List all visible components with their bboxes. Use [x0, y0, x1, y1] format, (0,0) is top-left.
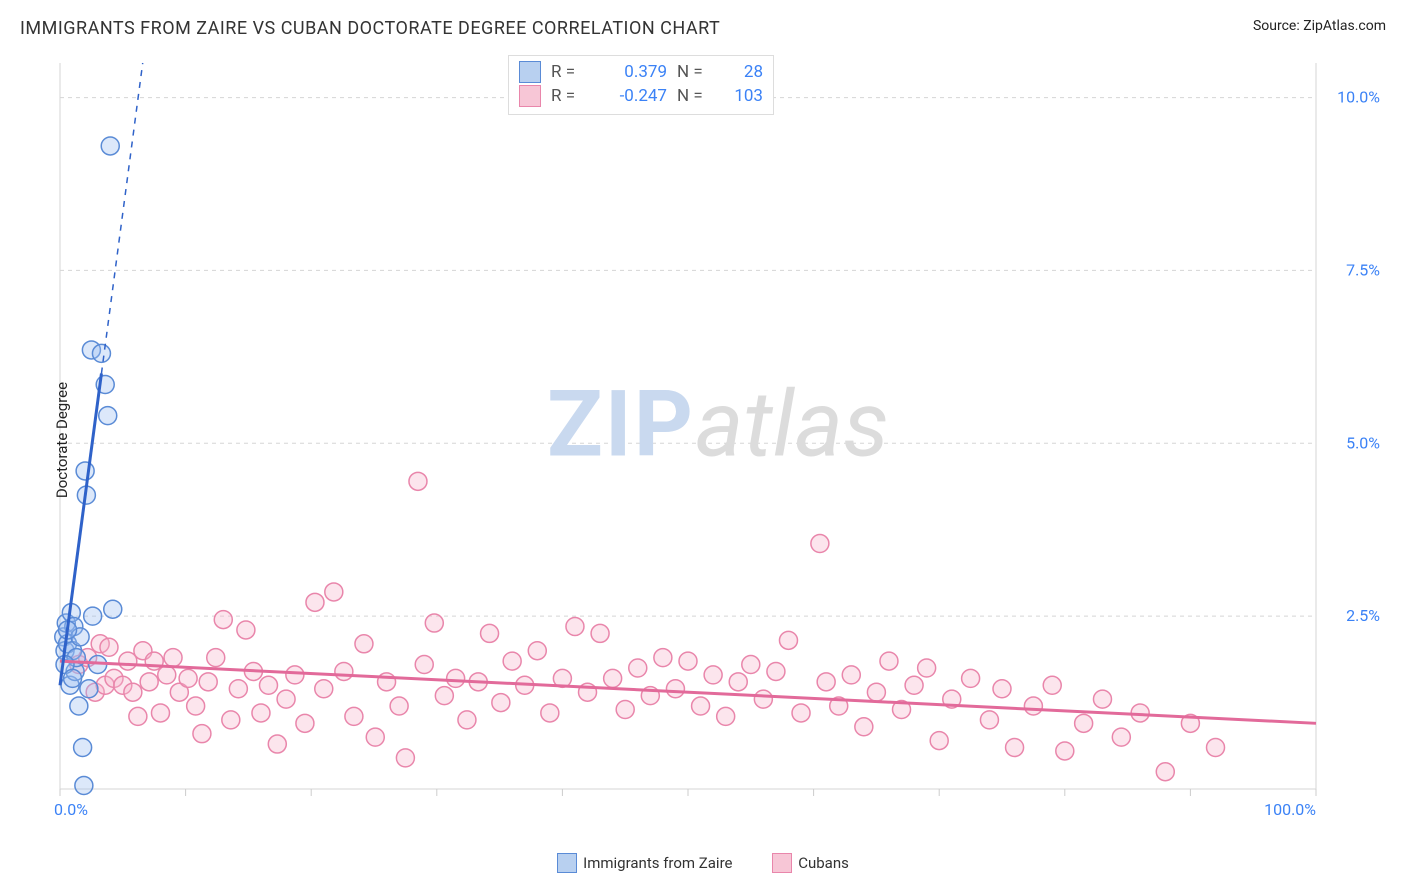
svg-text:7.5%: 7.5% — [1346, 260, 1380, 279]
swatch-zaire-bottom — [557, 853, 577, 873]
legend-label-zaire: Immigrants from Zaire — [583, 854, 732, 872]
n-label: N = — [677, 60, 713, 84]
swatch-cubans-bottom — [772, 853, 792, 873]
correlation-legend: R = 0.379 N = 28 R = -0.247 N = 103 — [508, 55, 774, 115]
chart-canvas: 2.5% 5.0% 7.5% 10.0% 0.0% 100.0% — [50, 55, 1386, 825]
legend-row-cubans: R = -0.247 N = 103 — [519, 84, 763, 108]
r-label: R = — [551, 60, 587, 84]
n-value-zaire: 28 — [723, 60, 763, 84]
series-legend: Immigrants from Zaire Cubans — [0, 854, 1406, 874]
legend-row-zaire: R = 0.379 N = 28 — [519, 60, 763, 84]
svg-text:0.0%: 0.0% — [54, 800, 88, 819]
svg-text:2.5%: 2.5% — [1346, 606, 1380, 625]
svg-text:5.0%: 5.0% — [1346, 433, 1380, 452]
r-value-zaire: 0.379 — [597, 60, 667, 84]
source-attribution: Source: ZipAtlas.com — [1253, 18, 1386, 34]
y-axis-label: Doctorate Degree — [53, 382, 71, 498]
r-value-cubans: -0.247 — [597, 84, 667, 108]
svg-text:100.0%: 100.0% — [1264, 800, 1316, 819]
swatch-cubans — [519, 85, 541, 107]
legend-label-cubans: Cubans — [798, 854, 849, 872]
legend-item-cubans: Cubans — [772, 854, 849, 872]
svg-text:10.0%: 10.0% — [1337, 88, 1380, 107]
r-label: R = — [551, 84, 587, 108]
legend-item-zaire: Immigrants from Zaire — [557, 854, 736, 872]
swatch-zaire — [519, 61, 541, 83]
n-label: N = — [677, 84, 713, 108]
scatter-plot: Doctorate Degree 2.5% 5.0% 7.5% 10.0% 0.0% 10… — [50, 55, 1386, 825]
chart-title: IMMIGRANTS FROM ZAIRE VS CUBAN DOCTORATE… — [20, 18, 720, 39]
n-value-cubans: 103 — [723, 84, 763, 108]
